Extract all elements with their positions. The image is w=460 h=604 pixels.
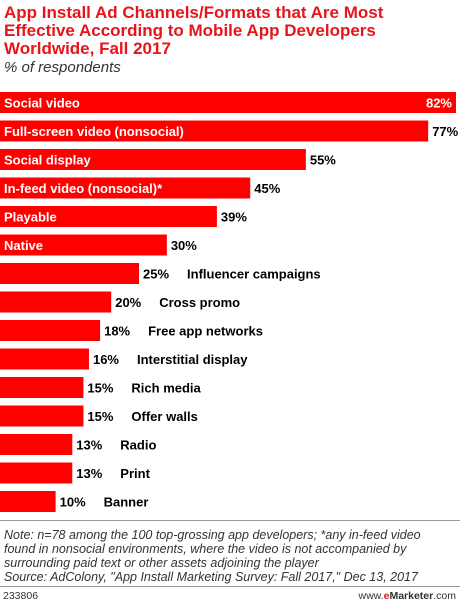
bar (0, 120, 429, 142)
bar (0, 320, 101, 341)
category-label: Offer walls (131, 409, 197, 424)
category-label: Free app networks (148, 324, 263, 339)
site-prefix: www. (358, 590, 384, 602)
value-label: 30% (171, 238, 197, 253)
note-divider (0, 520, 460, 521)
footer-divider (0, 586, 460, 587)
chart-title-line: Effective According to Mobile App Develo… (4, 21, 376, 40)
category-label: Native (4, 238, 43, 253)
value-label: 10% (60, 495, 86, 510)
value-label: 18% (104, 324, 130, 339)
value-label: 55% (310, 153, 336, 168)
value-label: 13% (76, 438, 102, 453)
note-line: Note: n=78 among the 100 top-grossing ap… (4, 528, 421, 542)
value-label: 15% (87, 409, 113, 424)
category-label: Radio (120, 438, 156, 453)
value-label: 82% (426, 96, 452, 111)
chart-title-line: Worldwide, Fall 2017 (4, 39, 171, 58)
bar (0, 177, 251, 199)
category-label: Print (120, 466, 150, 481)
bar (0, 462, 73, 484)
bar (0, 491, 56, 512)
bar (0, 348, 89, 370)
value-label: 13% (76, 466, 102, 481)
footer: 233806 www.eMarketer.com (0, 590, 460, 604)
value-label: 39% (221, 210, 247, 225)
bar (0, 377, 84, 398)
value-label: 77% (432, 124, 458, 139)
chart-title-line: App Install Ad Channels/Formats that Are… (4, 3, 384, 22)
chart-title: App Install Ad Channels/Formats that Are… (4, 4, 456, 58)
bar (0, 149, 306, 170)
category-label: Cross promo (159, 295, 240, 310)
category-label: Social display (4, 153, 91, 168)
category-label: Full-screen video (nonsocial) (4, 124, 184, 139)
site-suffix: .com (433, 590, 456, 602)
bar (0, 434, 73, 455)
note-line: surrounding paid text or other assets ad… (4, 556, 319, 570)
site-link[interactable]: www.eMarketer.com (359, 590, 456, 602)
category-label: Banner (104, 495, 149, 510)
source-line: Source: AdColony, "App Install Marketing… (4, 570, 418, 584)
value-label: 15% (87, 381, 113, 396)
note-line: found in nonsocial environments, where t… (4, 542, 407, 556)
chart-header: App Install Ad Channels/Formats that Are… (4, 4, 456, 77)
value-label: 20% (115, 295, 141, 310)
value-label: 16% (93, 352, 119, 367)
category-label: Playable (4, 210, 57, 225)
bar-chart-svg: Social video 82% Full-screen video (nonsoc… (0, 92, 459, 512)
chart-subtitle: % of respondents (4, 59, 121, 76)
category-label: Influencer campaigns (187, 267, 321, 282)
bar (0, 291, 112, 313)
site-brand-e: e (383, 590, 390, 602)
bar-chart: Social video 82% Full-screen video (nonsoc… (0, 92, 460, 516)
bar (0, 405, 84, 427)
category-label: Interstitial display (137, 352, 248, 367)
category-label: Rich media (131, 381, 201, 396)
category-label: In-feed video (nonsocial)* (4, 181, 163, 196)
category-label: Social video (4, 96, 80, 111)
value-label: 45% (254, 181, 280, 196)
site-brand-marketer: Marketer (389, 590, 434, 602)
bar (0, 206, 217, 227)
bar (0, 92, 456, 113)
bar (0, 263, 140, 284)
value-label: 25% (143, 267, 169, 282)
chart-id: 233806 (3, 590, 39, 602)
bar (0, 234, 167, 256)
chart-note: Note: n=78 among the 100 top-grossing ap… (4, 528, 456, 584)
